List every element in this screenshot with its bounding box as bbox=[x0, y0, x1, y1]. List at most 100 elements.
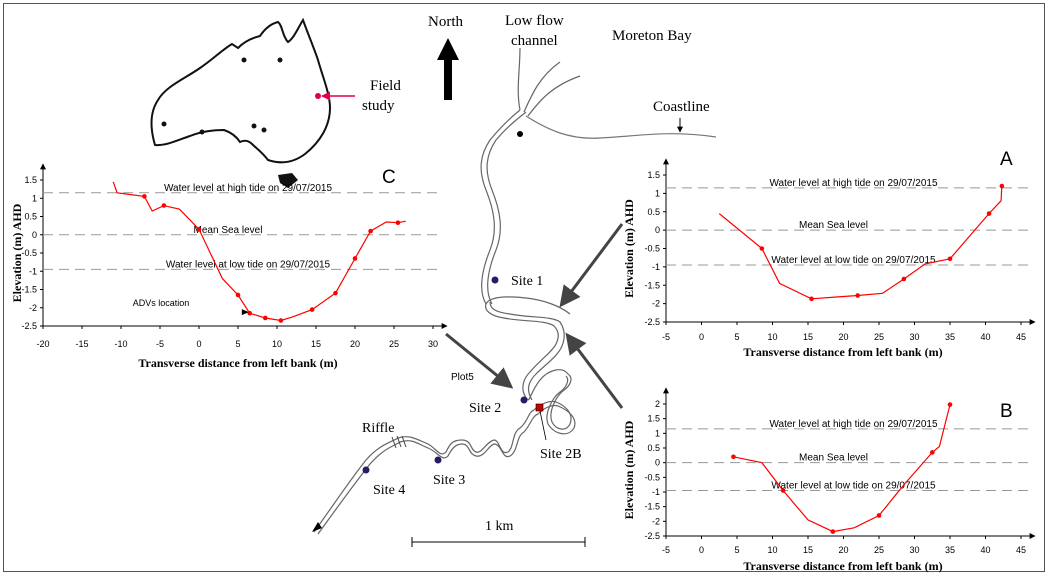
x-tick-label: -5 bbox=[156, 339, 164, 349]
site-2b-leader bbox=[539, 410, 547, 441]
y-tick-label: -2 bbox=[652, 516, 660, 526]
flow-arrow bbox=[312, 522, 322, 532]
charts-layer: 1.510.50-0.5-1-1.5-2-2.5-20 -15 -10 -5 0 5 10 1… bbox=[10, 149, 1036, 573]
series-line bbox=[112, 181, 406, 322]
x-tick-label: 15 bbox=[803, 545, 813, 555]
x-tick-label: 5 bbox=[235, 339, 240, 349]
data-point bbox=[368, 228, 373, 234]
y-tick-label: 0.5 bbox=[647, 443, 660, 453]
annotation-label: ADVs location bbox=[133, 298, 190, 308]
data-point bbox=[929, 450, 935, 455]
y-tick-label: 1 bbox=[32, 193, 37, 203]
tasmania bbox=[278, 173, 298, 188]
data-point bbox=[235, 292, 241, 298]
data-point bbox=[247, 310, 252, 316]
x-tick-label: 25 bbox=[874, 332, 884, 342]
y-tick-label: 0.5 bbox=[647, 207, 660, 217]
data-point bbox=[731, 454, 736, 460]
reference-line-label: Mean Sea level bbox=[799, 220, 868, 231]
x-tick-label: 25 bbox=[389, 339, 399, 349]
site-1-label: Site 1 bbox=[511, 274, 543, 289]
x-tick-label: 40 bbox=[980, 545, 990, 555]
y-tick-label: 0 bbox=[655, 225, 660, 235]
site-2-marker bbox=[520, 396, 528, 404]
connector-arrow-b bbox=[565, 332, 624, 409]
x-tick-label: 5 bbox=[734, 545, 739, 555]
data-point bbox=[855, 293, 860, 298]
field-study-label-1: Field bbox=[370, 78, 401, 94]
panel-label: A bbox=[1000, 149, 1013, 170]
y-tick-label: 2 bbox=[655, 399, 660, 409]
y-tick-label: 0 bbox=[32, 230, 37, 240]
site-3-marker bbox=[434, 456, 442, 464]
reference-line-label: Water level at high tide on 29/07/2015 bbox=[769, 419, 938, 430]
x-tick-label: 10 bbox=[272, 339, 282, 349]
chart-c: 1.5 1 0.5 0 -0.5 -1 -1.5 -2 -2.5 -20 -15 -10 -5 0 5 10 1… bbox=[10, 163, 448, 370]
river-map bbox=[313, 47, 717, 535]
x-tick-label: 0 bbox=[699, 332, 704, 342]
x-tick-label: 35 bbox=[945, 332, 955, 342]
australia-inset: Field study bbox=[150, 17, 401, 188]
y-tick-label: 1 bbox=[655, 188, 660, 198]
data-point bbox=[759, 246, 765, 251]
data-point bbox=[947, 256, 953, 262]
scale-label: 1 km bbox=[485, 519, 514, 534]
low-flow-channel-dot bbox=[517, 131, 523, 137]
data-point bbox=[263, 315, 268, 321]
plot-label: Plot5 bbox=[451, 372, 474, 383]
site-3-label: Site 3 bbox=[433, 473, 465, 488]
data-point bbox=[142, 194, 147, 199]
inset-dot bbox=[241, 57, 247, 63]
riffle-marks bbox=[391, 435, 407, 449]
x-tick-label: 15 bbox=[803, 332, 813, 342]
y-tick-label: -0.5 bbox=[644, 244, 660, 254]
y-tick-label: -2.5 bbox=[21, 321, 37, 331]
y-axis-label: Elevation (m) AHD bbox=[622, 420, 636, 519]
reference-line-label: Water level at low tide on 29/07/2015 bbox=[166, 259, 331, 270]
x-tick-label: 25 bbox=[874, 545, 884, 555]
x-tick-label: 30 bbox=[909, 332, 919, 342]
series-line bbox=[733, 404, 951, 533]
x-tick-label: 10 bbox=[767, 332, 777, 342]
reference-line-label: Water level at high tide on 29/07/2015 bbox=[164, 183, 333, 194]
y-tick-label: -0.5 bbox=[21, 248, 37, 258]
field-study-label-2: study bbox=[362, 98, 395, 114]
x-tick-label: -10 bbox=[114, 339, 127, 349]
y-tick-label: 1.5 bbox=[24, 175, 37, 185]
x-tick-label: 45 bbox=[1016, 545, 1026, 555]
y-tick-label: -2 bbox=[29, 303, 37, 313]
data-point bbox=[352, 256, 358, 261]
reference-line-label: Mean Sea level bbox=[799, 453, 868, 464]
north-label: North bbox=[428, 14, 463, 30]
connector-arrow-a bbox=[559, 223, 624, 308]
x-tick-label: 15 bbox=[311, 339, 321, 349]
inset-dot bbox=[251, 123, 257, 129]
y-axis-label: Elevation (m) AHD bbox=[622, 199, 636, 298]
y-tick-label: 1.5 bbox=[647, 170, 660, 180]
data-point bbox=[947, 402, 953, 407]
y-tick-label: -2.5 bbox=[644, 317, 660, 327]
moreton-bay-label: Moreton Bay bbox=[612, 28, 692, 44]
site-2-label: Site 2 bbox=[469, 401, 501, 416]
low-flow-channel-label-1: Low flow bbox=[505, 13, 564, 29]
y-tick-label: 0 bbox=[655, 458, 660, 468]
data-point bbox=[161, 203, 167, 208]
y-tick-label: -0.5 bbox=[644, 472, 660, 482]
x-tick-label: 10 bbox=[767, 545, 777, 555]
panel-label: C bbox=[382, 167, 396, 188]
connector-arrow-c bbox=[445, 332, 514, 389]
panel-label: B bbox=[1000, 401, 1013, 422]
x-axis-label: Transverse distance from left bank (m) bbox=[743, 345, 942, 359]
site-1-marker bbox=[491, 276, 499, 284]
north-arrow-shape bbox=[437, 38, 459, 100]
x-tick-label: 0 bbox=[699, 545, 704, 555]
x-tick-label: -5 bbox=[662, 545, 670, 555]
data-point bbox=[780, 488, 786, 493]
coastline-label: Coastline bbox=[653, 99, 710, 115]
x-tick-label: 20 bbox=[838, 545, 848, 555]
inset-dot bbox=[161, 121, 167, 127]
low-flow-channel-label-2: channel bbox=[511, 33, 558, 49]
x-tick-label: 20 bbox=[838, 332, 848, 342]
